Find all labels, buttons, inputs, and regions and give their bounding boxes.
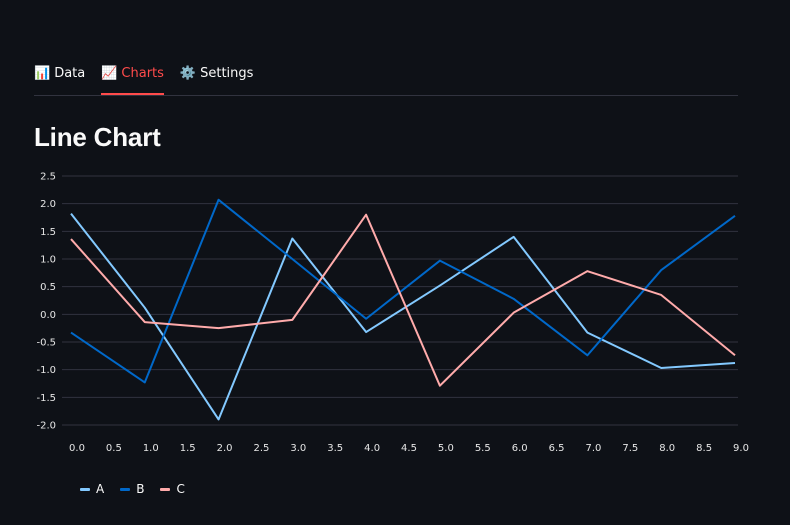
y-tick-label: -1.0 xyxy=(36,365,56,376)
bar-chart-icon: 📊 xyxy=(34,66,51,81)
series-line-a[interactable] xyxy=(70,213,736,421)
legend-item-a[interactable]: A xyxy=(80,482,104,496)
x-tick-label: 1.0 xyxy=(143,443,159,454)
tab-label: Settings xyxy=(200,66,254,81)
tab-settings[interactable]: ⚙️ Settings xyxy=(180,62,254,85)
x-tick-label: 9.0 xyxy=(733,443,749,454)
legend-swatch xyxy=(80,487,90,491)
chart-grid xyxy=(62,175,738,426)
x-tick-label: 1.5 xyxy=(180,443,196,454)
legend-label: C xyxy=(176,482,185,496)
tab-data[interactable]: 📊 Data xyxy=(34,62,85,85)
x-tick-label: 2.0 xyxy=(217,443,233,454)
chart-legend: A B C xyxy=(80,482,185,496)
x-tick-label: 8.5 xyxy=(696,443,712,454)
series-line-b[interactable] xyxy=(70,198,736,384)
legend-swatch xyxy=(160,487,171,491)
legend-item-b[interactable]: B xyxy=(120,482,144,496)
gear-icon: ⚙️ xyxy=(179,66,197,81)
x-tick-label: 4.0 xyxy=(364,443,380,454)
x-tick-label: 0.0 xyxy=(69,443,85,454)
x-tick-label: 4.5 xyxy=(401,443,417,454)
tab-label: Data xyxy=(54,66,86,81)
series-line-c[interactable] xyxy=(70,213,736,387)
x-tick-label: 7.5 xyxy=(622,443,638,454)
y-tick-label: -2.0 xyxy=(36,421,56,432)
y-tick-label: 1.0 xyxy=(40,255,56,266)
x-tick-label: 7.0 xyxy=(585,443,601,454)
y-tick-label: 0.5 xyxy=(40,282,56,293)
x-tick-label: 6.0 xyxy=(512,443,528,454)
tab-charts[interactable]: 📈 Charts xyxy=(101,62,164,95)
line-chart-icon: 📈 xyxy=(101,66,118,81)
x-tick-label: 5.5 xyxy=(475,443,491,454)
x-tick-label: 6.5 xyxy=(549,443,565,454)
y-tick-label: 1.5 xyxy=(40,227,56,238)
y-tick-label: -0.5 xyxy=(36,338,56,349)
y-tick-label: 2.0 xyxy=(40,199,56,210)
legend-label: A xyxy=(96,482,105,496)
x-tick-label: 2.5 xyxy=(253,443,269,454)
x-tick-label: 5.0 xyxy=(438,443,454,454)
legend-swatch xyxy=(120,487,131,491)
x-tick-label: 0.5 xyxy=(106,443,122,454)
chart-series xyxy=(70,198,736,421)
x-tick-label: 3.0 xyxy=(290,443,306,454)
x-tick-label: 8.0 xyxy=(659,443,675,454)
x-tick-label: 3.5 xyxy=(327,443,343,454)
y-tick-label: 0.0 xyxy=(40,310,56,321)
legend-label: B xyxy=(136,482,145,496)
y-tick-label: -1.5 xyxy=(36,393,56,404)
y-tick-label: 2.5 xyxy=(40,172,56,183)
tab-bar: 📊 Data 📈 Charts ⚙️ Settings xyxy=(34,62,738,96)
y-axis: 2.5 2.0 1.5 1.0 0.5 0.0 -0.5 -1.0 -1.5 -2.0 xyxy=(36,172,56,432)
tab-label: Charts xyxy=(121,66,164,81)
x-axis: 0.0 0.5 1.0 1.5 2.0 2.5 3.0 3.5 4.0 4.5 5.0 5.5 6.0 6… xyxy=(69,443,749,454)
legend-item-c[interactable]: C xyxy=(160,482,185,496)
page-title: Line Chart xyxy=(34,122,161,152)
